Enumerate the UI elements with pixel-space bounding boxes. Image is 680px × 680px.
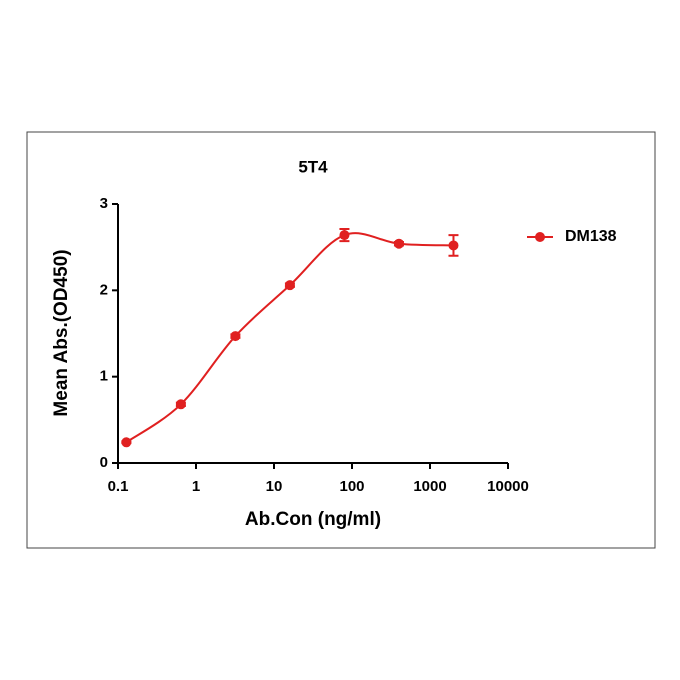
x-tick-label: 100 (339, 478, 364, 495)
y-axis-label: Mean Abs.(OD450) (51, 249, 72, 416)
curve (125, 232, 454, 444)
x-tick-label: 0.1 (108, 478, 129, 495)
x-tick-label: 10000 (487, 478, 529, 495)
x-tick-label: 1 (192, 478, 200, 495)
y-tick-label: 3 (100, 195, 108, 212)
x-tick-label: 1000 (413, 478, 446, 495)
point (339, 230, 350, 241)
x-tick-label: 10 (266, 478, 283, 495)
point (284, 280, 295, 291)
chart-title: 5T4 (298, 157, 328, 176)
x-axis-label: Ab.Con (ng/ml) (245, 509, 381, 530)
legend-label: DM138 (565, 228, 617, 245)
y-tick-label: 2 (100, 281, 108, 298)
point (448, 240, 459, 251)
legend-marker (535, 232, 545, 242)
point (393, 238, 404, 249)
y-tick-label: 1 (100, 368, 108, 385)
point (121, 437, 132, 448)
point (230, 331, 241, 342)
point (175, 399, 186, 410)
frame (26, 131, 656, 549)
y-tick-label: 0 (100, 454, 108, 471)
